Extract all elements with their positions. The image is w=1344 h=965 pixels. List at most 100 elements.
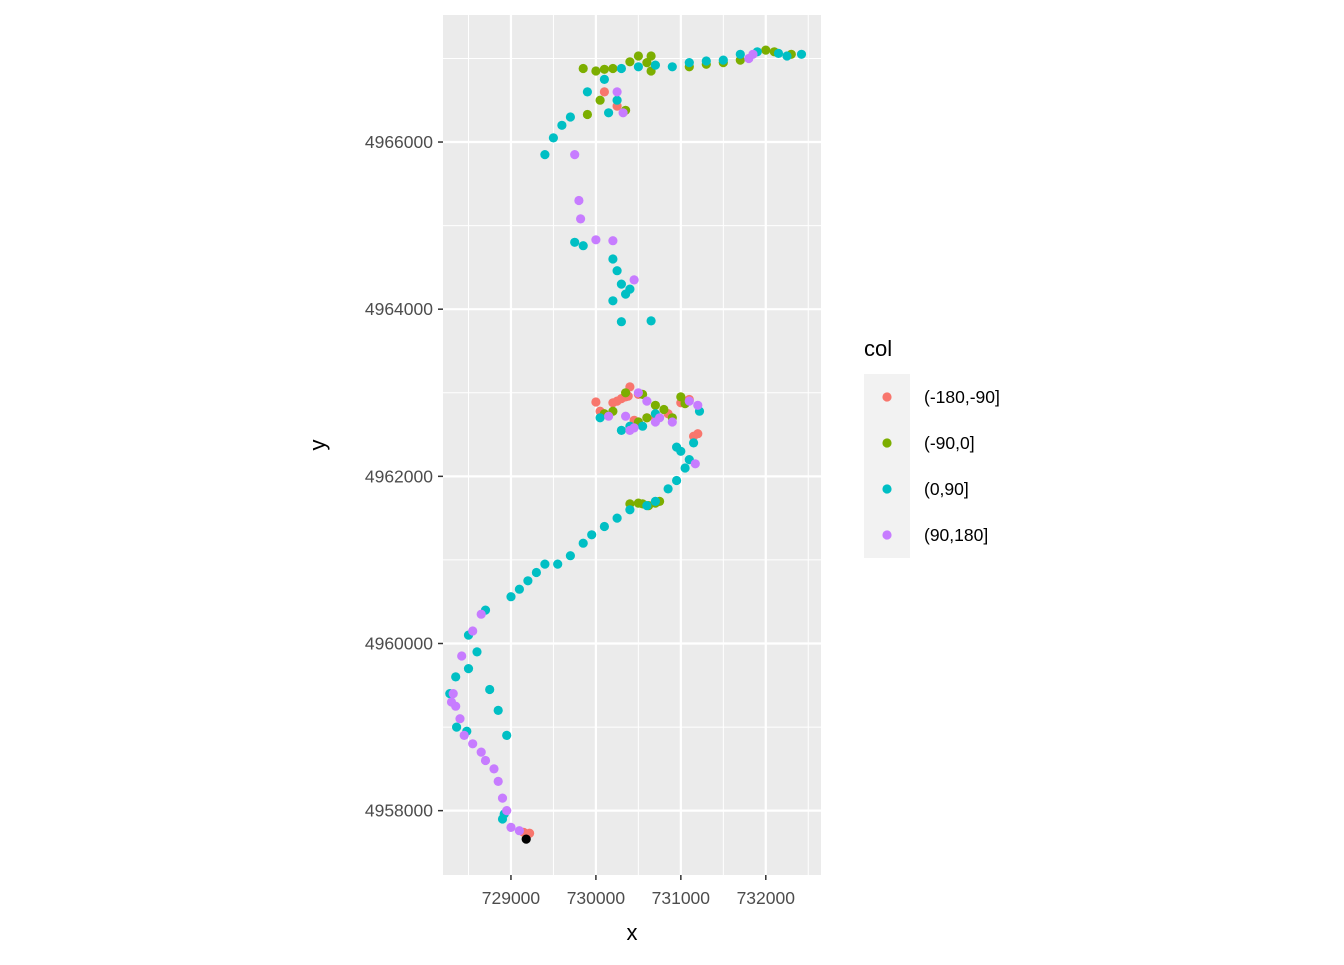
data-point: [646, 51, 656, 61]
data-point: [625, 505, 635, 515]
data-point: [604, 411, 614, 421]
y-tick-label: 4960000: [365, 633, 433, 653]
data-point: [502, 730, 512, 741]
data-point: [625, 57, 635, 67]
data-point: [773, 48, 784, 59]
data-point: [587, 530, 597, 540]
grid-minor: [443, 15, 821, 875]
data-point: [514, 584, 525, 594]
data-point: [457, 651, 467, 661]
data-point: [608, 254, 618, 264]
data-point: [690, 459, 700, 469]
data-point: [604, 108, 614, 118]
data-point: [514, 826, 525, 836]
data-point: [735, 49, 745, 59]
data-point: [459, 730, 469, 741]
data-point: [595, 95, 605, 105]
y-tick-label: 4966000: [365, 132, 433, 152]
data-point: [599, 74, 610, 84]
data-point: [506, 822, 516, 833]
data-point: [463, 664, 474, 674]
y-tick-label: 4958000: [365, 801, 433, 821]
legend-entries: (-180,-90] (-90,0] (0,90] (90,180]: [882, 387, 1000, 545]
legend-label: (-180,-90]: [924, 387, 1000, 407]
data-point: [650, 417, 661, 427]
data-point: [591, 66, 601, 76]
data-point: [599, 87, 610, 97]
data-point: [642, 396, 652, 406]
data-point: [565, 551, 576, 561]
x-axis-title: x: [627, 920, 638, 945]
data-point: [574, 195, 584, 206]
legend-key-background: [864, 374, 910, 558]
data-point: [595, 413, 605, 423]
plot-panel: [443, 15, 821, 875]
data-point: [570, 237, 580, 247]
data-point: [618, 108, 628, 118]
data-point: [548, 133, 559, 143]
data-point: [608, 63, 618, 74]
y-tick-label: 4964000: [365, 299, 433, 319]
data-point: [502, 806, 512, 816]
data-point: [642, 501, 652, 511]
data-point: [689, 431, 699, 441]
data-point: [616, 279, 627, 289]
data-point: [672, 442, 682, 452]
data-point: [633, 62, 644, 72]
legend-title: col: [864, 336, 892, 361]
data-point: [578, 538, 588, 548]
data-point: [667, 417, 677, 427]
data-point: [480, 755, 491, 766]
data-point: [608, 236, 618, 246]
data-point: [689, 438, 699, 448]
data-point: [521, 834, 531, 844]
data-point: [523, 576, 533, 586]
data-point: [578, 241, 588, 251]
data-point: [591, 397, 601, 407]
data-point: [621, 411, 631, 421]
legend-key: [882, 484, 892, 494]
data-point: [468, 739, 478, 749]
data-point: [684, 58, 694, 68]
data-point: [485, 684, 495, 695]
legend-label: (90,180]: [924, 525, 988, 545]
legend-key: [882, 530, 892, 540]
data-point: [629, 275, 639, 285]
data-point: [667, 62, 677, 72]
data-point: [612, 396, 622, 406]
data-point: [493, 776, 503, 787]
data-point: [612, 95, 622, 105]
legend-label: (0,90]: [924, 479, 969, 499]
data-point: [540, 150, 550, 160]
x-tick-label: 731000: [652, 888, 711, 908]
data-point: [489, 764, 499, 774]
data-point: [621, 388, 631, 398]
x-tick-label: 729000: [482, 888, 541, 908]
x-tick-label: 730000: [567, 888, 626, 908]
legend: col (-180,-90] (-90,0] (0,90] (90,180]: [864, 336, 1000, 558]
data-point: [796, 49, 807, 59]
data-point: [506, 592, 516, 602]
data-point: [663, 484, 673, 494]
data-point: [642, 413, 652, 423]
data-point: [565, 112, 576, 122]
data-point: [612, 513, 622, 523]
data-point: [684, 396, 694, 406]
data-point: [633, 51, 644, 61]
data-point: [616, 425, 627, 435]
data-points: [445, 45, 807, 844]
data-point: [553, 559, 563, 569]
x-axis: 729000 730000 731000 732000: [482, 875, 795, 908]
data-point: [642, 58, 652, 68]
data-point: [650, 60, 661, 70]
data-point: [676, 392, 686, 402]
data-point: [659, 404, 669, 415]
data-point: [591, 235, 601, 245]
data-point: [616, 63, 627, 74]
x-tick-label: 732000: [737, 888, 796, 908]
grid-major: [443, 15, 821, 875]
y-tick-label: 4962000: [365, 466, 433, 486]
y-axis-title: y: [305, 440, 330, 451]
